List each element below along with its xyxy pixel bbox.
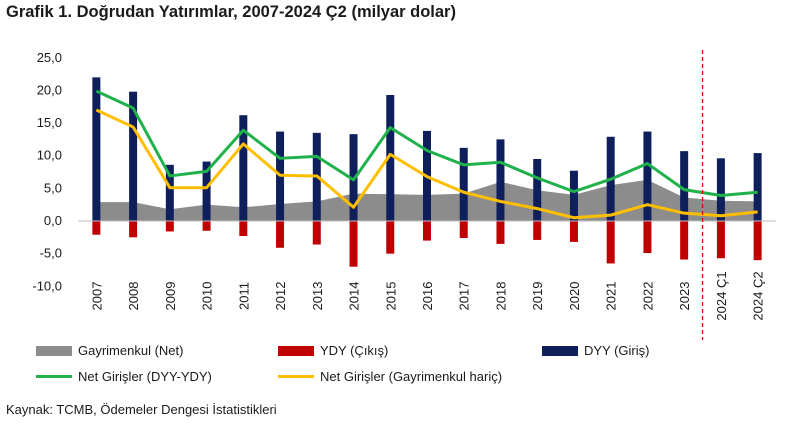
ydy-bar: [459, 221, 468, 238]
ydy-bar: [386, 221, 395, 254]
ydy-bar: [312, 221, 321, 245]
ydy-bar: [606, 221, 615, 264]
x-tick-label: 2011: [236, 282, 251, 310]
y-tick-label: 10,0: [37, 148, 62, 163]
dyy-bar: [386, 94, 395, 221]
x-tick-label: 2023: [677, 282, 692, 311]
y-tick-label: 0,0: [44, 213, 62, 228]
chart-svg: 25,0 20,0 15,0 10,0 5,0 0,0 -5,0 -10,0 2007 2008 2…: [32, 50, 776, 340]
legend-item-net-giris: Net Girişler (DYY-YDY): [36, 369, 212, 384]
dyy-bar: [753, 153, 762, 221]
ydy-bar: [643, 221, 652, 253]
x-tick-label: 2013: [310, 282, 325, 311]
legend-label-gayrimenkul: Gayrimenkul (Net): [78, 343, 184, 358]
chart-title: Grafik 1. Doğrudan Yatırımlar, 2007-2024…: [6, 3, 456, 21]
x-tick-label: 2012: [273, 282, 288, 311]
ydy-bar: [349, 221, 358, 267]
x-tick-label: 2019: [530, 282, 545, 311]
x-tick-label: 2015: [383, 282, 398, 311]
y-tick-label: 25,0: [37, 50, 62, 65]
legend-swatch-net-giris-haric: [278, 375, 314, 378]
ydy-bar: [716, 221, 725, 259]
dyy-bar: [129, 91, 138, 222]
source-note: Kaynak: TCMB, Ödemeler Dengesi İstatisti…: [6, 402, 277, 417]
legend-item-ydy: YDY (Çıkış): [278, 343, 388, 358]
legend-swatch-ydy: [278, 345, 314, 356]
legend-item-gayrimenkul: Gayrimenkul (Net): [36, 343, 183, 358]
ydy-bar: [753, 221, 762, 261]
ydy-bar: [276, 221, 285, 248]
net-girisler-haric-line: [95, 108, 758, 220]
legend-swatch-net-giris: [36, 375, 72, 378]
dyy-bar: [496, 139, 505, 221]
dyy-bar: [202, 161, 211, 221]
ydy-bar: [680, 221, 689, 260]
y-tick-label: 20,0: [37, 82, 62, 97]
x-tick-label: 2007: [89, 282, 104, 311]
legend-swatch-dyy: [542, 345, 578, 356]
legend-label-dyy: DYY (Giriş): [584, 343, 650, 358]
x-tick-label: 2022: [640, 282, 655, 311]
x-tick-label: 2008: [126, 282, 141, 311]
legend-swatch-gayrimenkul: [36, 345, 72, 356]
net-girisler-line: [95, 89, 758, 198]
x-tick-label: 2024 Ç2: [751, 271, 766, 320]
ydy-bar: [202, 221, 211, 231]
ydy-bar: [92, 221, 101, 235]
dyy-bar: [643, 131, 652, 221]
dyy-bar: [459, 147, 468, 221]
x-tick-label: 2018: [493, 282, 508, 311]
x-tick-label: 2020: [567, 282, 582, 311]
x-tick-label: 2017: [457, 282, 472, 311]
legend-item-net-giris-haric: Net Girişler (Gayrimenkul hariç): [278, 369, 502, 384]
x-tick-label: 2016: [420, 282, 435, 311]
y-tick-label: 5,0: [44, 180, 62, 195]
x-tick-label: 2009: [163, 282, 178, 311]
x-tick-label: 2010: [200, 282, 215, 311]
dyy-bar: [533, 158, 542, 221]
y-tick-label: 15,0: [37, 115, 62, 130]
x-tick-label: 2021: [604, 282, 619, 311]
ydy-bar: [129, 221, 138, 238]
x-tick-label: 2014: [347, 282, 362, 311]
dyy-bar: [680, 151, 689, 221]
dyy-bar: [716, 158, 725, 221]
ydy-bar: [569, 221, 578, 242]
legend-label-net-giris: Net Girişler (DYY-YDY): [78, 369, 212, 384]
dyy-bar: [239, 115, 248, 221]
legend-label-net-giris-haric: Net Girişler (Gayrimenkul hariç): [320, 369, 503, 384]
y-tick-label: -10,0: [32, 278, 62, 293]
ydy-bar: [533, 221, 542, 240]
ydy-bar: [423, 221, 431, 241]
legend-label-ydy: YDY (Çıkış): [320, 343, 389, 358]
legend-item-dyy: DYY (Giriş): [542, 343, 649, 358]
ydy-bar: [165, 221, 174, 232]
x-tick-label: 2024 Ç1: [714, 271, 729, 320]
dyy-bar: [569, 170, 578, 221]
dyy-bar: [92, 77, 101, 221]
ydy-bar: [239, 221, 248, 237]
dyy-bar: [165, 164, 174, 221]
y-tick-label: -5,0: [40, 246, 62, 261]
ydy-bar: [496, 221, 505, 244]
